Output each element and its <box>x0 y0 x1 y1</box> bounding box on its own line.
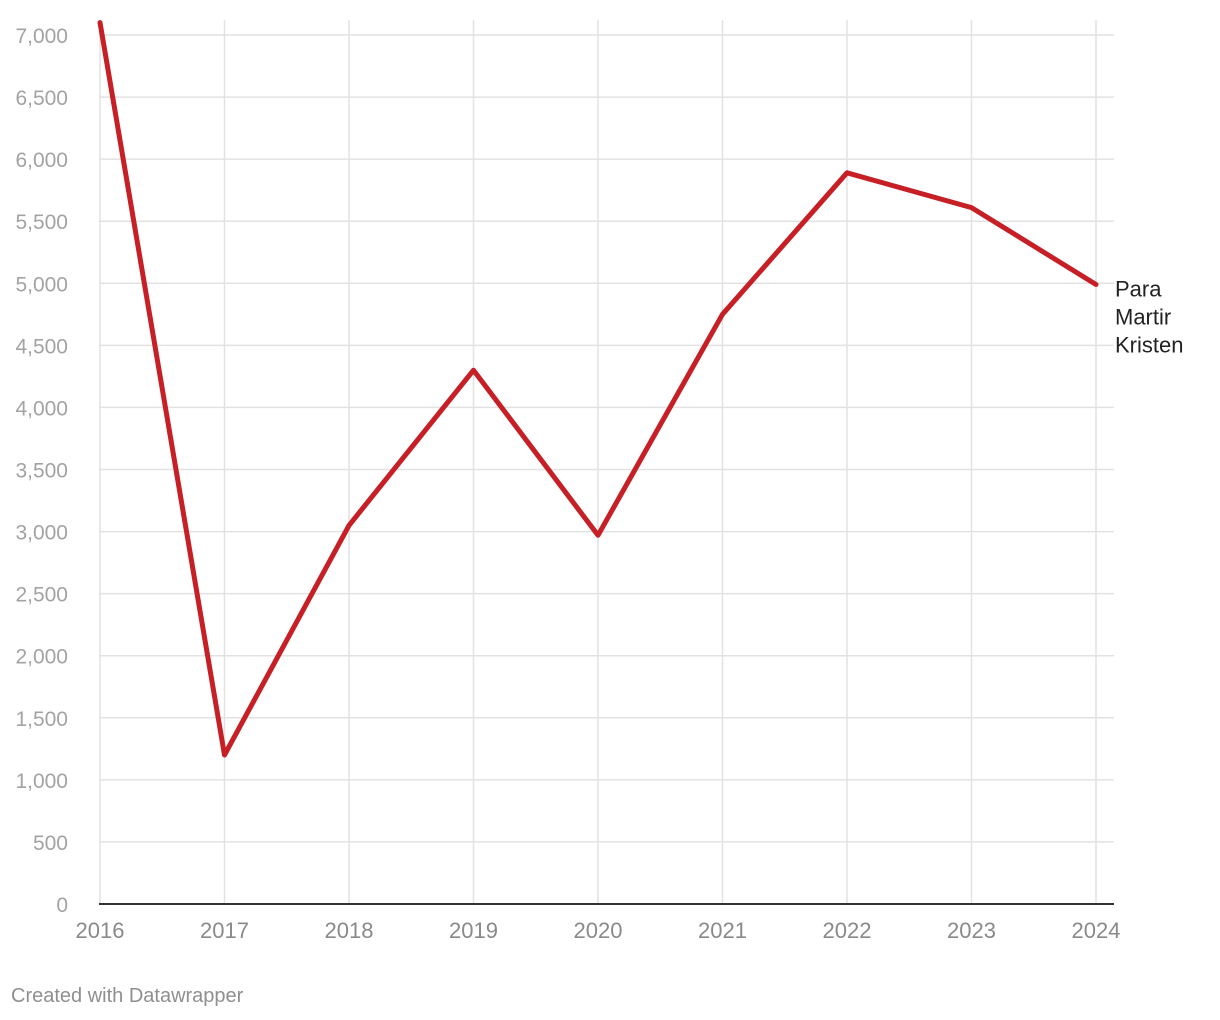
y-tick-label: 1,000 <box>15 770 68 793</box>
y-tick-label: 0 <box>56 894 68 917</box>
y-tick-label: 2,000 <box>15 646 68 669</box>
x-tick-label: 2020 <box>574 918 623 943</box>
x-tick-label: 2022 <box>823 918 872 943</box>
y-tick-label: 5,000 <box>15 273 68 296</box>
y-tick-label: 6,500 <box>15 87 68 110</box>
x-tick-label: 2018 <box>325 918 374 943</box>
x-tick-label: 2019 <box>449 918 498 943</box>
series-line <box>97 20 1099 758</box>
y-tick-label: 5,500 <box>15 211 68 234</box>
x-tick-label: 2016 <box>76 918 125 943</box>
x-tick-label: 2023 <box>947 918 996 943</box>
y-axis-ticks: 0 500 1,000 1,500 2,000 2,500 3,000 3,500 4,000 4… <box>15 25 68 917</box>
series-label-line: Para <box>1115 277 1162 302</box>
x-tick-label: 2017 <box>200 918 249 943</box>
datawrapper-credit: Created with Datawrapper <box>11 985 244 1007</box>
y-tick-label: 4,500 <box>15 335 68 358</box>
series-group: Para Martir Kristen <box>97 20 1183 758</box>
series-label: Para Martir Kristen <box>1115 277 1183 358</box>
y-tick-label: 7,000 <box>15 25 68 48</box>
series-label-line: Kristen <box>1115 333 1183 358</box>
x-tick-label: 2021 <box>698 918 747 943</box>
gridlines <box>99 20 1114 904</box>
y-tick-label: 500 <box>33 832 68 855</box>
y-tick-label: 6,000 <box>15 149 68 172</box>
x-tick-label: 2024 <box>1072 918 1121 943</box>
y-tick-label: 1,500 <box>15 708 68 731</box>
y-tick-label: 3,500 <box>15 460 68 483</box>
y-tick-label: 2,500 <box>15 584 68 607</box>
series-label-line: Martir <box>1115 305 1171 330</box>
y-tick-label: 4,000 <box>15 397 68 420</box>
x-axis-ticks: 2016 2017 2018 2019 2020 2021 2022 2023 2024 <box>76 918 1121 943</box>
y-tick-label: 3,000 <box>15 522 68 545</box>
